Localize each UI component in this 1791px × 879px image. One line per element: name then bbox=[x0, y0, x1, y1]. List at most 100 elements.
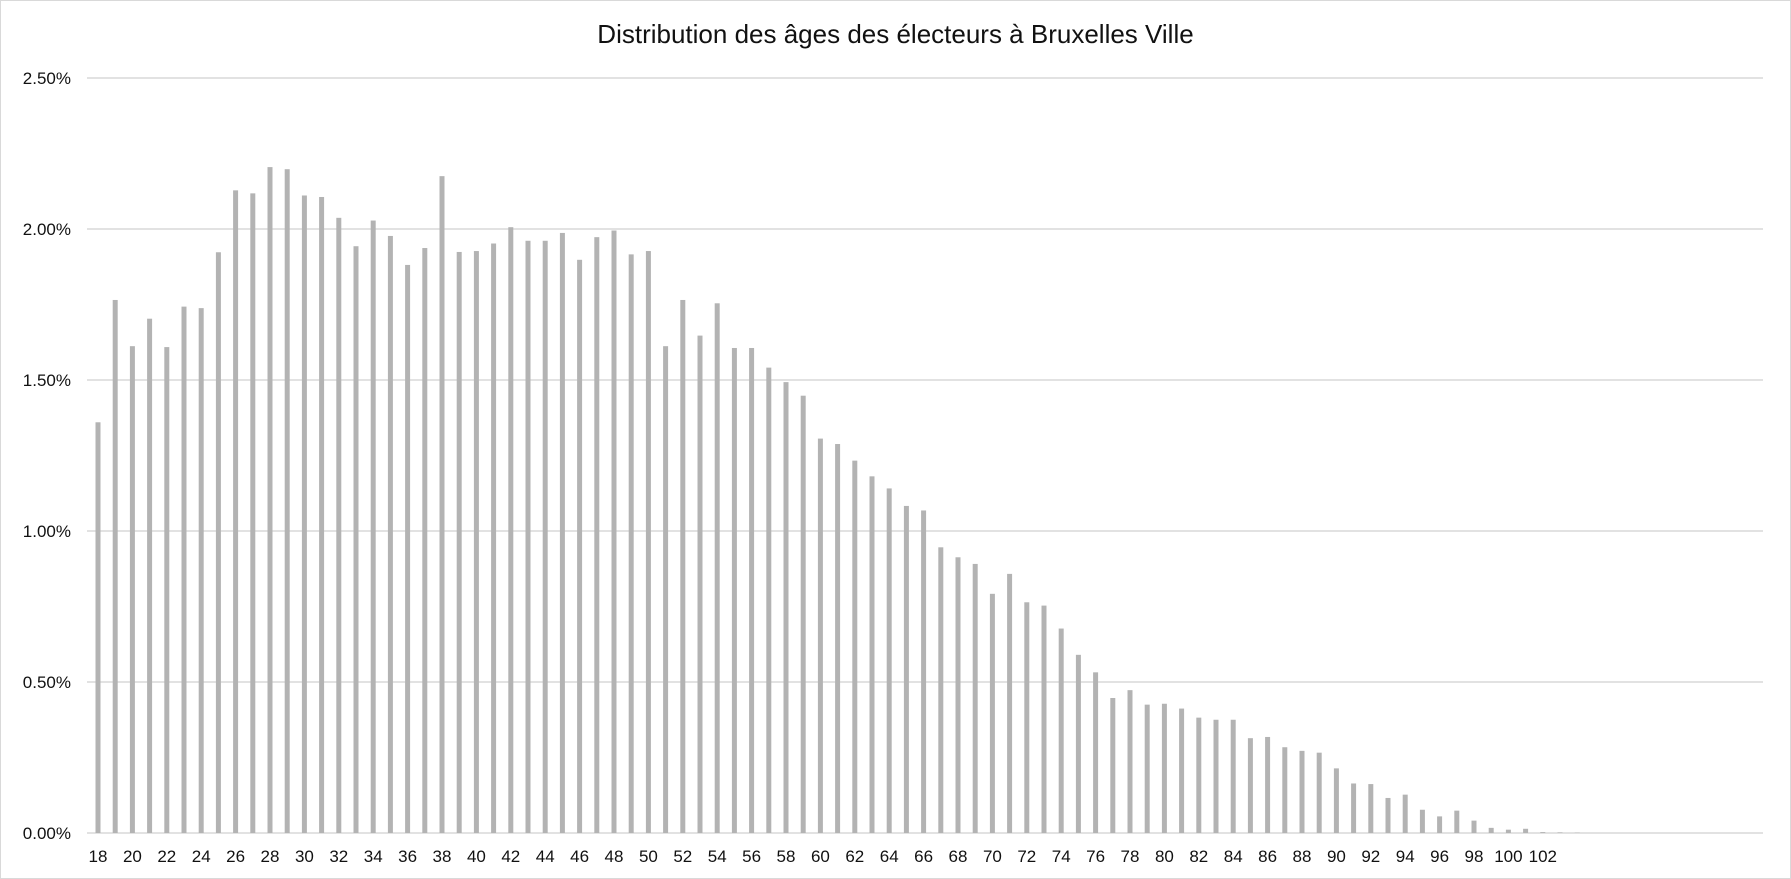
x-tick-label: 92 bbox=[1361, 847, 1380, 866]
bar-age-86 bbox=[1265, 736, 1271, 833]
bar-age-19 bbox=[112, 299, 118, 834]
x-tick-label: 76 bbox=[1086, 847, 1105, 866]
x-tick-label: 54 bbox=[708, 847, 727, 866]
bar-age-49 bbox=[628, 254, 634, 834]
bar-age-103 bbox=[1557, 832, 1563, 833]
bar-age-27 bbox=[250, 193, 256, 833]
bar-age-47 bbox=[594, 237, 600, 834]
x-tick-label: 40 bbox=[467, 847, 486, 866]
bar-age-73 bbox=[1041, 605, 1047, 833]
x-tick-label: 96 bbox=[1430, 847, 1449, 866]
bar-age-54 bbox=[714, 303, 720, 833]
y-tick-label: 0.00% bbox=[23, 824, 71, 843]
x-tick-label: 78 bbox=[1121, 847, 1140, 866]
x-tick-label: 28 bbox=[261, 847, 280, 866]
bar-age-59 bbox=[800, 395, 806, 833]
bar-age-70 bbox=[989, 593, 995, 833]
bar-age-22 bbox=[164, 347, 170, 833]
bar-age-60 bbox=[817, 438, 823, 833]
bar-age-64 bbox=[886, 488, 892, 833]
x-tick-label: 58 bbox=[777, 847, 796, 866]
x-tick-label: 94 bbox=[1396, 847, 1415, 866]
x-tick-label: 80 bbox=[1155, 847, 1174, 866]
bar-age-37 bbox=[422, 248, 428, 833]
bar-age-52 bbox=[680, 299, 686, 834]
bar-age-41 bbox=[491, 243, 497, 834]
x-tick-label: 46 bbox=[570, 847, 589, 866]
bar-age-20 bbox=[129, 346, 135, 833]
bar-age-69 bbox=[972, 563, 978, 833]
bar-age-36 bbox=[405, 264, 411, 833]
bar-age-78 bbox=[1127, 690, 1133, 833]
x-tick-label: 74 bbox=[1052, 847, 1071, 866]
bar-age-94 bbox=[1402, 794, 1408, 833]
bar-age-71 bbox=[1007, 573, 1013, 833]
bar-age-101 bbox=[1523, 828, 1529, 833]
x-tick-label: 52 bbox=[673, 847, 692, 866]
bar-age-65 bbox=[903, 505, 909, 833]
bar-age-76 bbox=[1093, 672, 1099, 833]
bar-age-96 bbox=[1437, 816, 1443, 833]
bar-age-82 bbox=[1196, 717, 1202, 833]
bar-age-75 bbox=[1075, 654, 1081, 833]
y-axis-ticks: 0.00% 0.50% 1.00% 1.50% 2.00% 2.50% bbox=[23, 69, 71, 843]
x-tick-label: 56 bbox=[742, 847, 761, 866]
bar-age-92 bbox=[1368, 784, 1374, 833]
bar-age-30 bbox=[301, 195, 307, 833]
bar-age-80 bbox=[1161, 703, 1167, 833]
bar-age-97 bbox=[1454, 810, 1460, 833]
bar-age-68 bbox=[955, 557, 961, 833]
bar-age-77 bbox=[1110, 698, 1116, 833]
bar-age-46 bbox=[577, 259, 583, 834]
bar-age-29 bbox=[284, 169, 290, 834]
y-tick-label: 2.00% bbox=[23, 220, 71, 239]
x-tick-label: 42 bbox=[501, 847, 520, 866]
bar-age-33 bbox=[353, 246, 359, 834]
bar-age-63 bbox=[869, 476, 875, 833]
bar-age-28 bbox=[267, 167, 273, 834]
bar-age-81 bbox=[1179, 708, 1185, 833]
bar-age-48 bbox=[611, 230, 617, 833]
bar-age-44 bbox=[542, 240, 548, 833]
bar-age-45 bbox=[559, 232, 565, 833]
x-tick-label: 20 bbox=[123, 847, 142, 866]
bar-age-67 bbox=[938, 547, 944, 833]
bars bbox=[95, 167, 1580, 834]
x-tick-label: 72 bbox=[1017, 847, 1036, 866]
y-tick-label: 1.50% bbox=[23, 371, 71, 390]
bar-age-53 bbox=[697, 335, 703, 833]
x-tick-label: 98 bbox=[1465, 847, 1484, 866]
bar-age-34 bbox=[370, 220, 376, 833]
bar-age-100 bbox=[1505, 829, 1511, 833]
y-tick-label: 1.00% bbox=[23, 522, 71, 541]
bar-age-51 bbox=[663, 346, 669, 833]
x-tick-label: 66 bbox=[914, 847, 933, 866]
y-tick-label: 2.50% bbox=[23, 69, 71, 88]
bar-age-31 bbox=[319, 196, 325, 833]
bar-age-87 bbox=[1282, 747, 1288, 833]
x-tick-label: 18 bbox=[89, 847, 108, 866]
bar-age-90 bbox=[1333, 768, 1339, 833]
bar-age-79 bbox=[1144, 704, 1150, 833]
x-tick-label: 60 bbox=[811, 847, 830, 866]
bar-age-89 bbox=[1316, 752, 1322, 833]
bar-age-85 bbox=[1247, 738, 1253, 833]
bar-age-66 bbox=[921, 510, 927, 833]
x-tick-label: 26 bbox=[226, 847, 245, 866]
x-tick-label: 50 bbox=[639, 847, 658, 866]
bar-age-55 bbox=[731, 347, 737, 833]
bar-age-95 bbox=[1419, 809, 1425, 833]
bar-age-38 bbox=[439, 176, 445, 833]
x-tick-label: 32 bbox=[329, 847, 348, 866]
bar-age-56 bbox=[749, 347, 755, 833]
bar-age-32 bbox=[336, 217, 342, 834]
bar-age-61 bbox=[835, 444, 841, 833]
bar-age-42 bbox=[508, 227, 514, 834]
x-tick-label: 22 bbox=[157, 847, 176, 866]
chart-title: Distribution des âges des électeurs à Br… bbox=[597, 19, 1194, 49]
bar-age-50 bbox=[645, 251, 651, 833]
x-tick-label: 82 bbox=[1189, 847, 1208, 866]
bar-age-72 bbox=[1024, 602, 1030, 833]
